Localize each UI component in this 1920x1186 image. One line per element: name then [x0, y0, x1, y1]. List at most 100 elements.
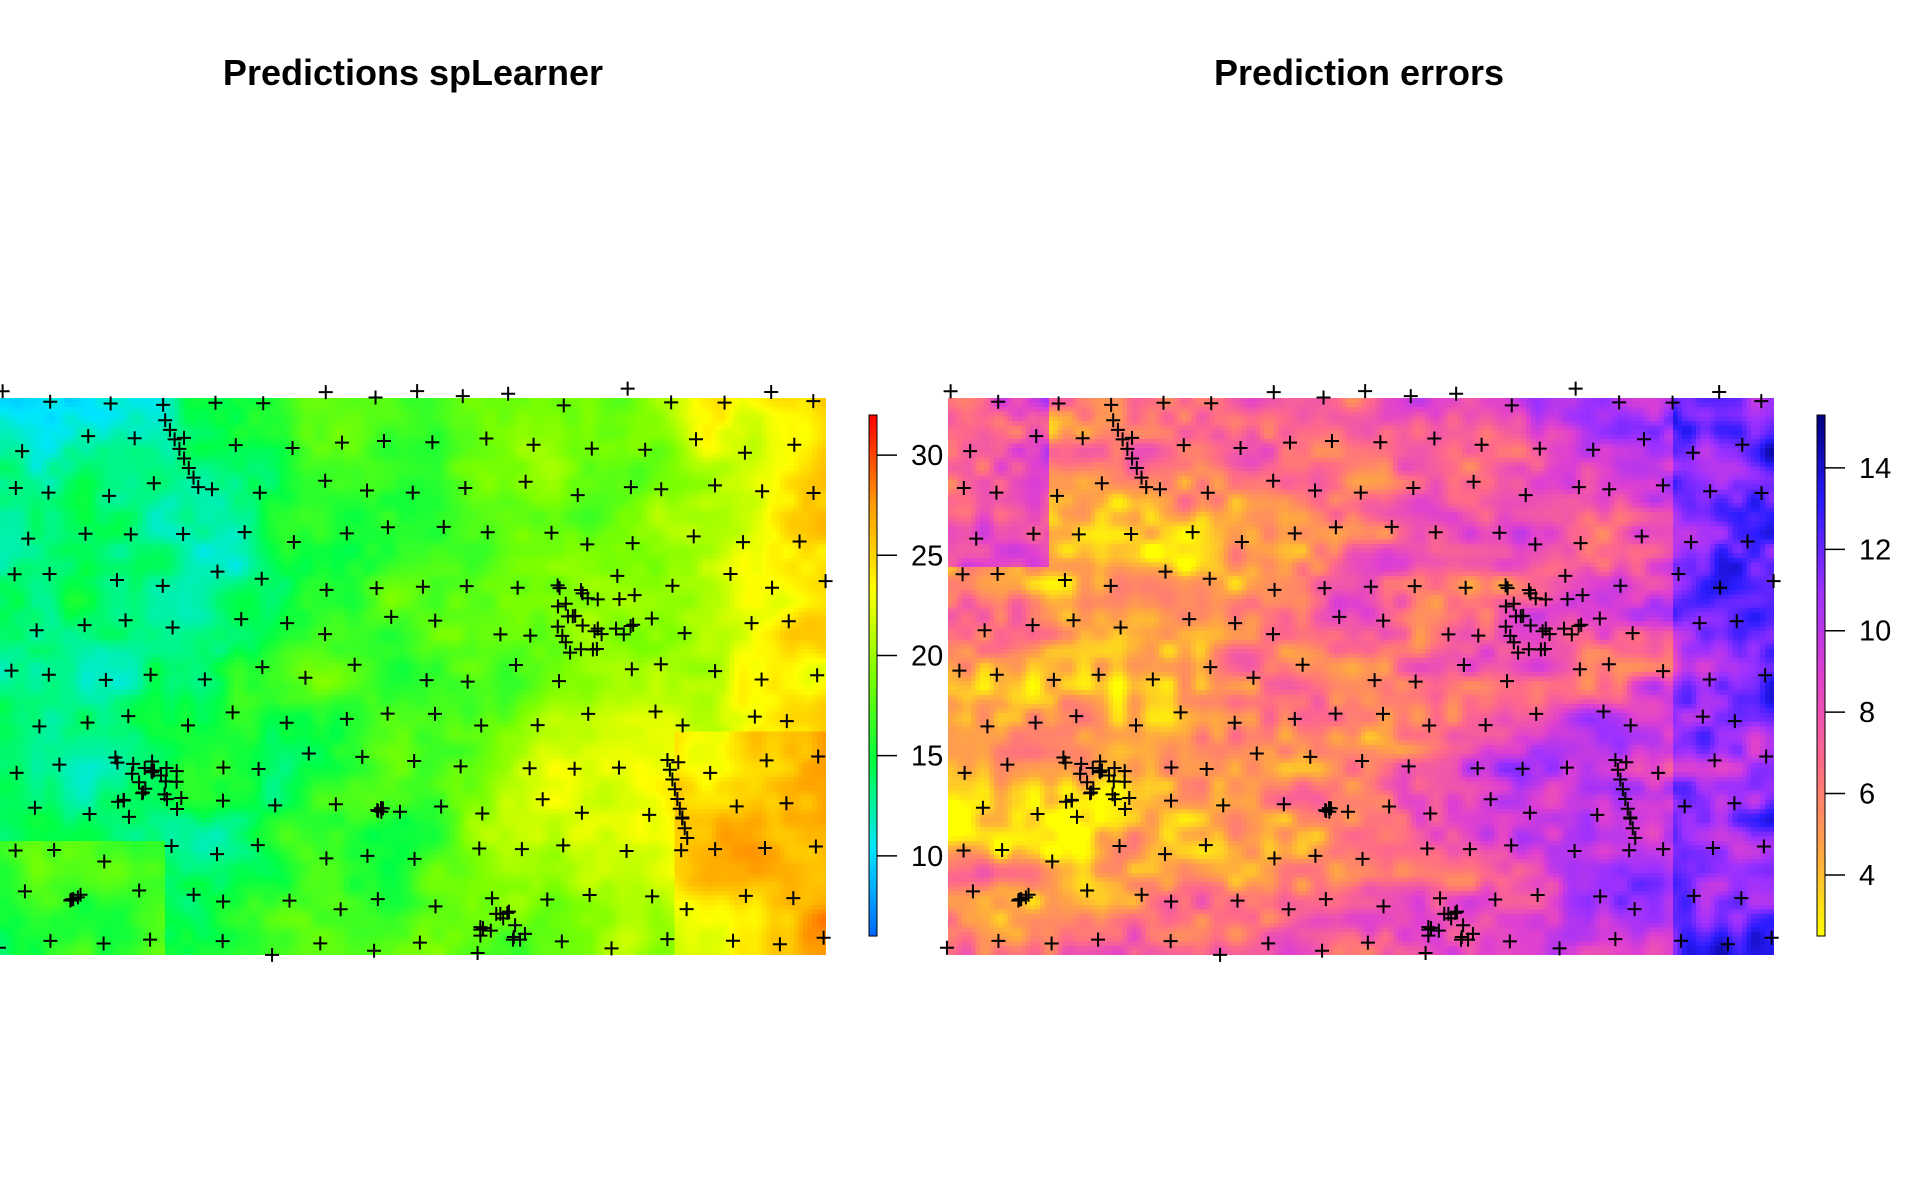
- colorbar-segment: [869, 727, 877, 733]
- colorbar-segment: [869, 462, 877, 468]
- colorbar-segment: [869, 510, 877, 516]
- colorbar-segment: [869, 549, 877, 555]
- colorbar-segment: [1817, 827, 1825, 833]
- colorbar-segment: [869, 797, 877, 803]
- colorbar-segment: [1817, 623, 1825, 629]
- colorbar-segment: [869, 831, 877, 837]
- colorbar-segment: [1817, 558, 1825, 564]
- colorbar-segment: [869, 666, 877, 672]
- colorbar-segment: [869, 606, 877, 611]
- colorbar-segment: [1817, 662, 1825, 668]
- colorbar-tick-label: 30: [911, 440, 943, 472]
- colorbar-segment: [1817, 779, 1825, 785]
- colorbar-segment: [869, 849, 877, 855]
- colorbar-segment: [1817, 692, 1825, 698]
- colorbar-segment: [869, 918, 877, 924]
- colorbar-segment: [1817, 849, 1825, 855]
- colorbar-segment: [1817, 727, 1825, 733]
- colorbar-segment: [1817, 606, 1825, 611]
- colorbar-segment: [869, 714, 877, 720]
- colorbar-segment: [869, 536, 877, 542]
- colorbar-segment: [1817, 540, 1825, 546]
- colorbar-segment: [1817, 901, 1825, 907]
- colorbar-segment: [869, 705, 877, 711]
- colorbar-segment: [869, 753, 877, 759]
- sample-point: [764, 384, 779, 399]
- colorbar-segment: [1817, 632, 1825, 638]
- colorbar-predictions: 10 15 20 25 30: [868, 414, 943, 937]
- colorbar-segment: [1817, 736, 1825, 742]
- colorbar-tick-label: 14: [1859, 453, 1891, 485]
- colorbar-segment: [1817, 788, 1825, 794]
- colorbar-segment: [869, 766, 877, 772]
- colorbar-segment: [1817, 475, 1825, 481]
- colorbar-tick-label: 6: [1859, 779, 1875, 811]
- colorbar-segment: [869, 697, 877, 703]
- colorbar-segment: [1817, 870, 1825, 876]
- colorbar-segment: [869, 888, 877, 894]
- colorbar-segment: [1817, 875, 1825, 881]
- colorbar-segment: [869, 658, 877, 664]
- colorbar-segment: [869, 879, 877, 885]
- colorbar-segment: [1817, 532, 1825, 538]
- colorbar-segment: [1817, 484, 1825, 490]
- colorbar-segment: [1817, 428, 1825, 433]
- colorbar-segment: [869, 601, 877, 607]
- colorbar-segment: [1817, 671, 1825, 677]
- colorbar-segment: [869, 731, 877, 737]
- colorbar-segment: [1817, 775, 1825, 781]
- colorbar-segment: [869, 836, 877, 842]
- colorbar-segment: [869, 445, 877, 451]
- colorbar-segment: [869, 870, 877, 876]
- colorbar-segment: [869, 588, 877, 594]
- sample-point: [0, 384, 10, 399]
- colorbar-segment: [869, 862, 877, 868]
- colorbar-segment: [869, 579, 877, 585]
- colorbar-segment: [869, 627, 877, 633]
- colorbar-segment: [869, 810, 877, 816]
- colorbar-segment: [1817, 553, 1825, 559]
- colorbar-segment: [869, 718, 877, 724]
- colorbar-tick-label: 20: [911, 640, 943, 672]
- colorbar-segment: [1817, 506, 1825, 512]
- colorbar-segment: [869, 875, 877, 881]
- colorbar-segment: [1817, 593, 1825, 598]
- colorbar-segment: [869, 532, 877, 538]
- colorbar-segment: [1817, 723, 1825, 729]
- colorbar-segment: [1817, 823, 1825, 829]
- colorbar-frame: [1816, 414, 1826, 937]
- colorbar-segment: [1817, 749, 1825, 755]
- colorbar-tick-label: 15: [911, 741, 943, 773]
- colorbar-segment: [1817, 684, 1825, 690]
- colorbar-segment: [869, 740, 877, 746]
- colorbar-segment: [1817, 666, 1825, 672]
- colorbar-segment: [1817, 458, 1825, 464]
- colorbar-tick-label: 4: [1859, 860, 1875, 892]
- colorbar-segment: [1817, 679, 1825, 685]
- colorbar-segment: [869, 471, 877, 477]
- sample-point: [318, 385, 333, 400]
- colorbar-segment: [1817, 419, 1825, 425]
- colorbar-segment: [869, 632, 877, 638]
- colorbar-segment: [869, 653, 877, 659]
- colorbar-segment: [869, 801, 877, 807]
- colorbar-segment: [1817, 653, 1825, 659]
- colorbar-segment: [1817, 831, 1825, 837]
- colorbar-segment: [869, 744, 877, 750]
- colorbar-segment: [869, 827, 877, 833]
- sample-point: [1266, 385, 1281, 400]
- colorbar-segment: [1817, 488, 1825, 494]
- colorbar-segment: [1817, 501, 1825, 507]
- prediction-errors-raster: [948, 398, 1774, 955]
- colorbar-segment: [869, 501, 877, 507]
- colorbar-segment: [869, 584, 877, 590]
- colorbar-segment: [1817, 597, 1825, 603]
- colorbar-segment: [869, 905, 877, 911]
- colorbar-segment: [869, 449, 877, 455]
- colorbar-segment: [869, 892, 877, 898]
- colorbar-segment: [1817, 797, 1825, 803]
- sample-point: [1712, 384, 1727, 399]
- colorbar-segment: [869, 857, 877, 863]
- sample-point: [620, 381, 635, 396]
- colorbar-segment: [1817, 879, 1825, 885]
